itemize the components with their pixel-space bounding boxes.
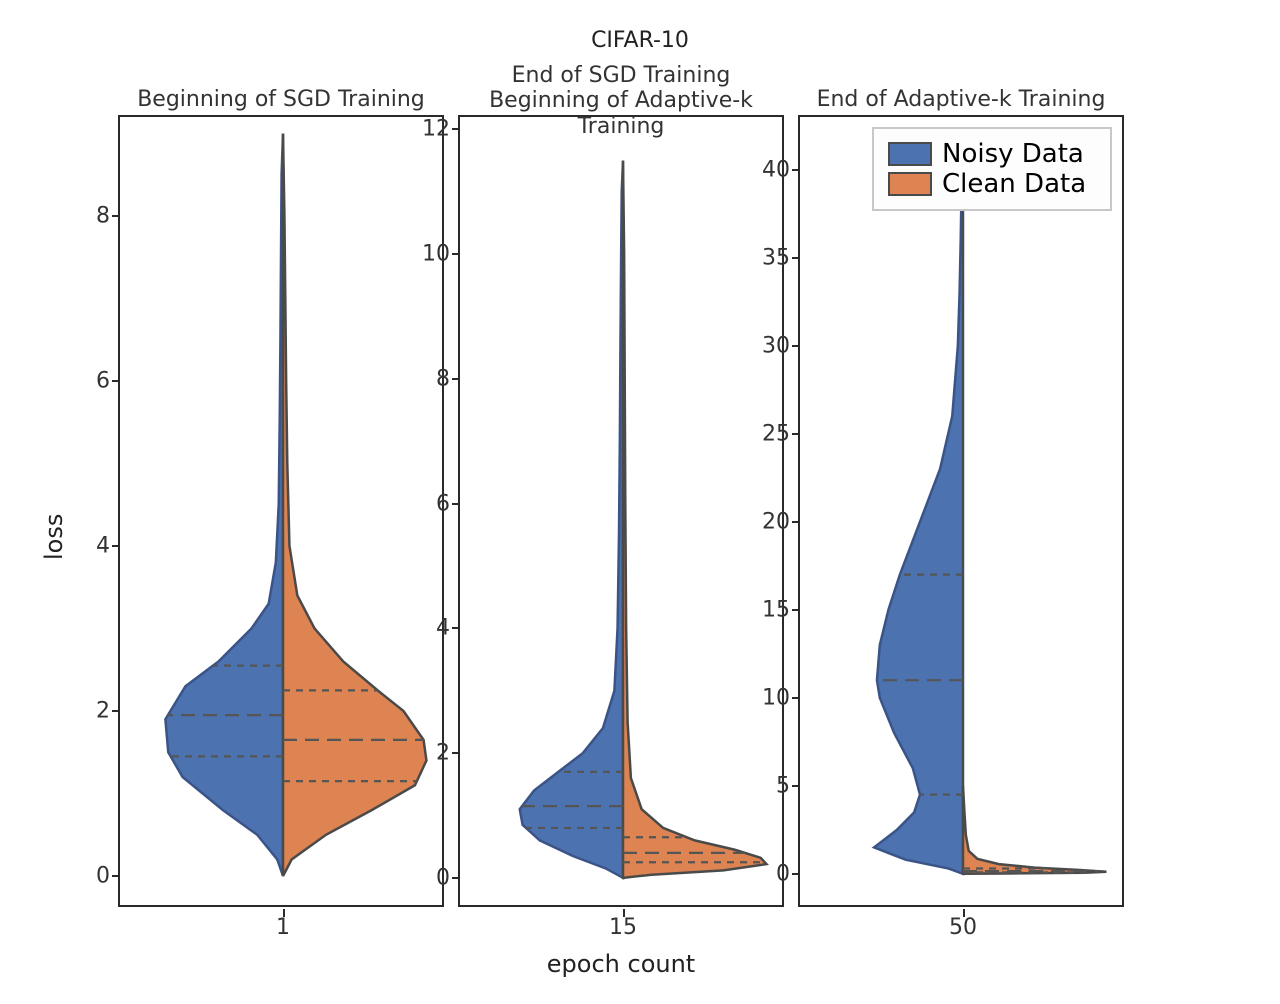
legend-swatch <box>888 142 932 166</box>
violin-clean <box>283 134 426 877</box>
ytick-mark <box>452 627 460 629</box>
figure: CIFAR-10 Beginning of SGD Training024681… <box>0 0 1280 1004</box>
legend-label: Noisy Data <box>942 139 1084 169</box>
legend-row: Clean Data <box>888 169 1096 199</box>
ytick-mark <box>112 380 120 382</box>
legend-swatch <box>888 172 932 196</box>
violin-svg-2 <box>800 117 1126 909</box>
panel-title-0: Beginning of SGD Training <box>120 87 442 112</box>
ytick-mark <box>792 609 800 611</box>
panel-title-2: End of Adaptive-k Training <box>800 87 1122 112</box>
x-axis-label: epoch count <box>118 950 1124 978</box>
panel-2: End of Adaptive-k Training05101520253035… <box>798 115 1124 907</box>
ytick-mark <box>792 257 800 259</box>
ytick-mark <box>792 345 800 347</box>
ytick-mark <box>792 873 800 875</box>
ytick-mark <box>112 545 120 547</box>
ytick-mark <box>792 785 800 787</box>
panel-1: End of SGD TrainingBeginning of Adaptive… <box>458 115 784 907</box>
violin-noisy <box>874 161 963 874</box>
violin-svg-0 <box>120 117 446 909</box>
violin-clean <box>623 161 766 878</box>
ytick-mark <box>792 697 800 699</box>
violin-clean <box>963 786 1106 874</box>
xtick-mark <box>623 909 625 917</box>
ytick-mark <box>112 875 120 877</box>
xtick-mark <box>283 909 285 917</box>
ytick-mark <box>452 503 460 505</box>
ytick-mark <box>452 128 460 130</box>
ytick-mark <box>792 521 800 523</box>
violin-svg-1 <box>460 117 786 909</box>
ytick-mark <box>452 378 460 380</box>
xtick-mark <box>963 909 965 917</box>
y-axis-label: loss <box>40 514 68 560</box>
violin-noisy <box>165 134 283 877</box>
ytick-mark <box>112 215 120 217</box>
panel-0: Beginning of SGD Training024681 <box>118 115 444 907</box>
violin-noisy <box>520 161 623 878</box>
legend: Noisy DataClean Data <box>872 127 1112 211</box>
legend-row: Noisy Data <box>888 139 1096 169</box>
figure-suptitle: CIFAR-10 <box>0 28 1280 53</box>
ytick-mark <box>452 877 460 879</box>
ytick-mark <box>452 752 460 754</box>
ytick-mark <box>792 169 800 171</box>
ytick-mark <box>452 253 460 255</box>
ytick-mark <box>792 433 800 435</box>
legend-label: Clean Data <box>942 169 1086 199</box>
ytick-mark <box>112 710 120 712</box>
